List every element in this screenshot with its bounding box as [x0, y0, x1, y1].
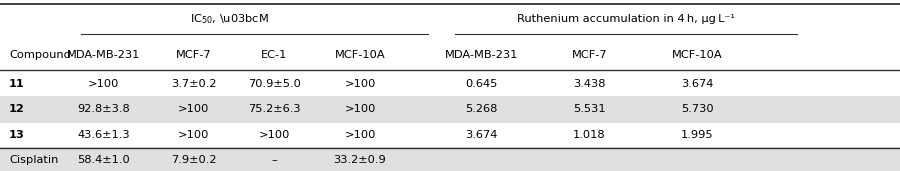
Text: 7.9±0.2: 7.9±0.2: [171, 155, 216, 165]
Text: 58.4±1.0: 58.4±1.0: [77, 155, 130, 165]
Text: >100: >100: [345, 130, 375, 140]
Text: Cisplatin: Cisplatin: [9, 155, 58, 165]
Text: MCF-7: MCF-7: [572, 50, 608, 61]
Text: 3.674: 3.674: [681, 79, 714, 89]
Bar: [0, 96, 900, 123]
Text: 3.7±0.2: 3.7±0.2: [171, 79, 216, 89]
Text: >100: >100: [178, 130, 209, 140]
Text: IC$_{50}$, \u03bcM: IC$_{50}$, \u03bcM: [190, 13, 269, 26]
Text: 70.9±5.0: 70.9±5.0: [248, 79, 301, 89]
Text: 3.438: 3.438: [573, 79, 606, 89]
Text: >100: >100: [345, 104, 375, 114]
Text: 12: 12: [9, 104, 25, 114]
Text: Compound: Compound: [9, 50, 71, 61]
Text: MDA-MB-231: MDA-MB-231: [445, 50, 518, 61]
Text: Ruthenium accumulation in 4 h, μg L⁻¹: Ruthenium accumulation in 4 h, μg L⁻¹: [517, 15, 734, 24]
Text: >100: >100: [178, 104, 209, 114]
Text: 5.268: 5.268: [465, 104, 498, 114]
Text: –: –: [272, 155, 277, 165]
Text: >100: >100: [88, 79, 119, 89]
Text: 33.2±0.9: 33.2±0.9: [334, 155, 386, 165]
Text: 43.6±1.3: 43.6±1.3: [77, 130, 130, 140]
Bar: [0, 147, 900, 171]
Text: 3.674: 3.674: [465, 130, 498, 140]
Text: 13: 13: [9, 130, 25, 140]
Text: 5.531: 5.531: [573, 104, 606, 114]
Text: 5.730: 5.730: [681, 104, 714, 114]
Text: MCF-10A: MCF-10A: [335, 50, 385, 61]
Text: 11: 11: [9, 79, 25, 89]
Text: MCF-10A: MCF-10A: [672, 50, 723, 61]
Text: 1.995: 1.995: [681, 130, 714, 140]
Text: 0.645: 0.645: [465, 79, 498, 89]
Text: EC-1: EC-1: [261, 50, 288, 61]
Text: MCF-7: MCF-7: [176, 50, 211, 61]
Text: MDA-MB-231: MDA-MB-231: [67, 50, 140, 61]
Text: 92.8±3.8: 92.8±3.8: [77, 104, 130, 114]
Text: 1.018: 1.018: [573, 130, 606, 140]
Text: >100: >100: [259, 130, 290, 140]
Text: >100: >100: [345, 79, 375, 89]
Text: 75.2±6.3: 75.2±6.3: [248, 104, 301, 114]
